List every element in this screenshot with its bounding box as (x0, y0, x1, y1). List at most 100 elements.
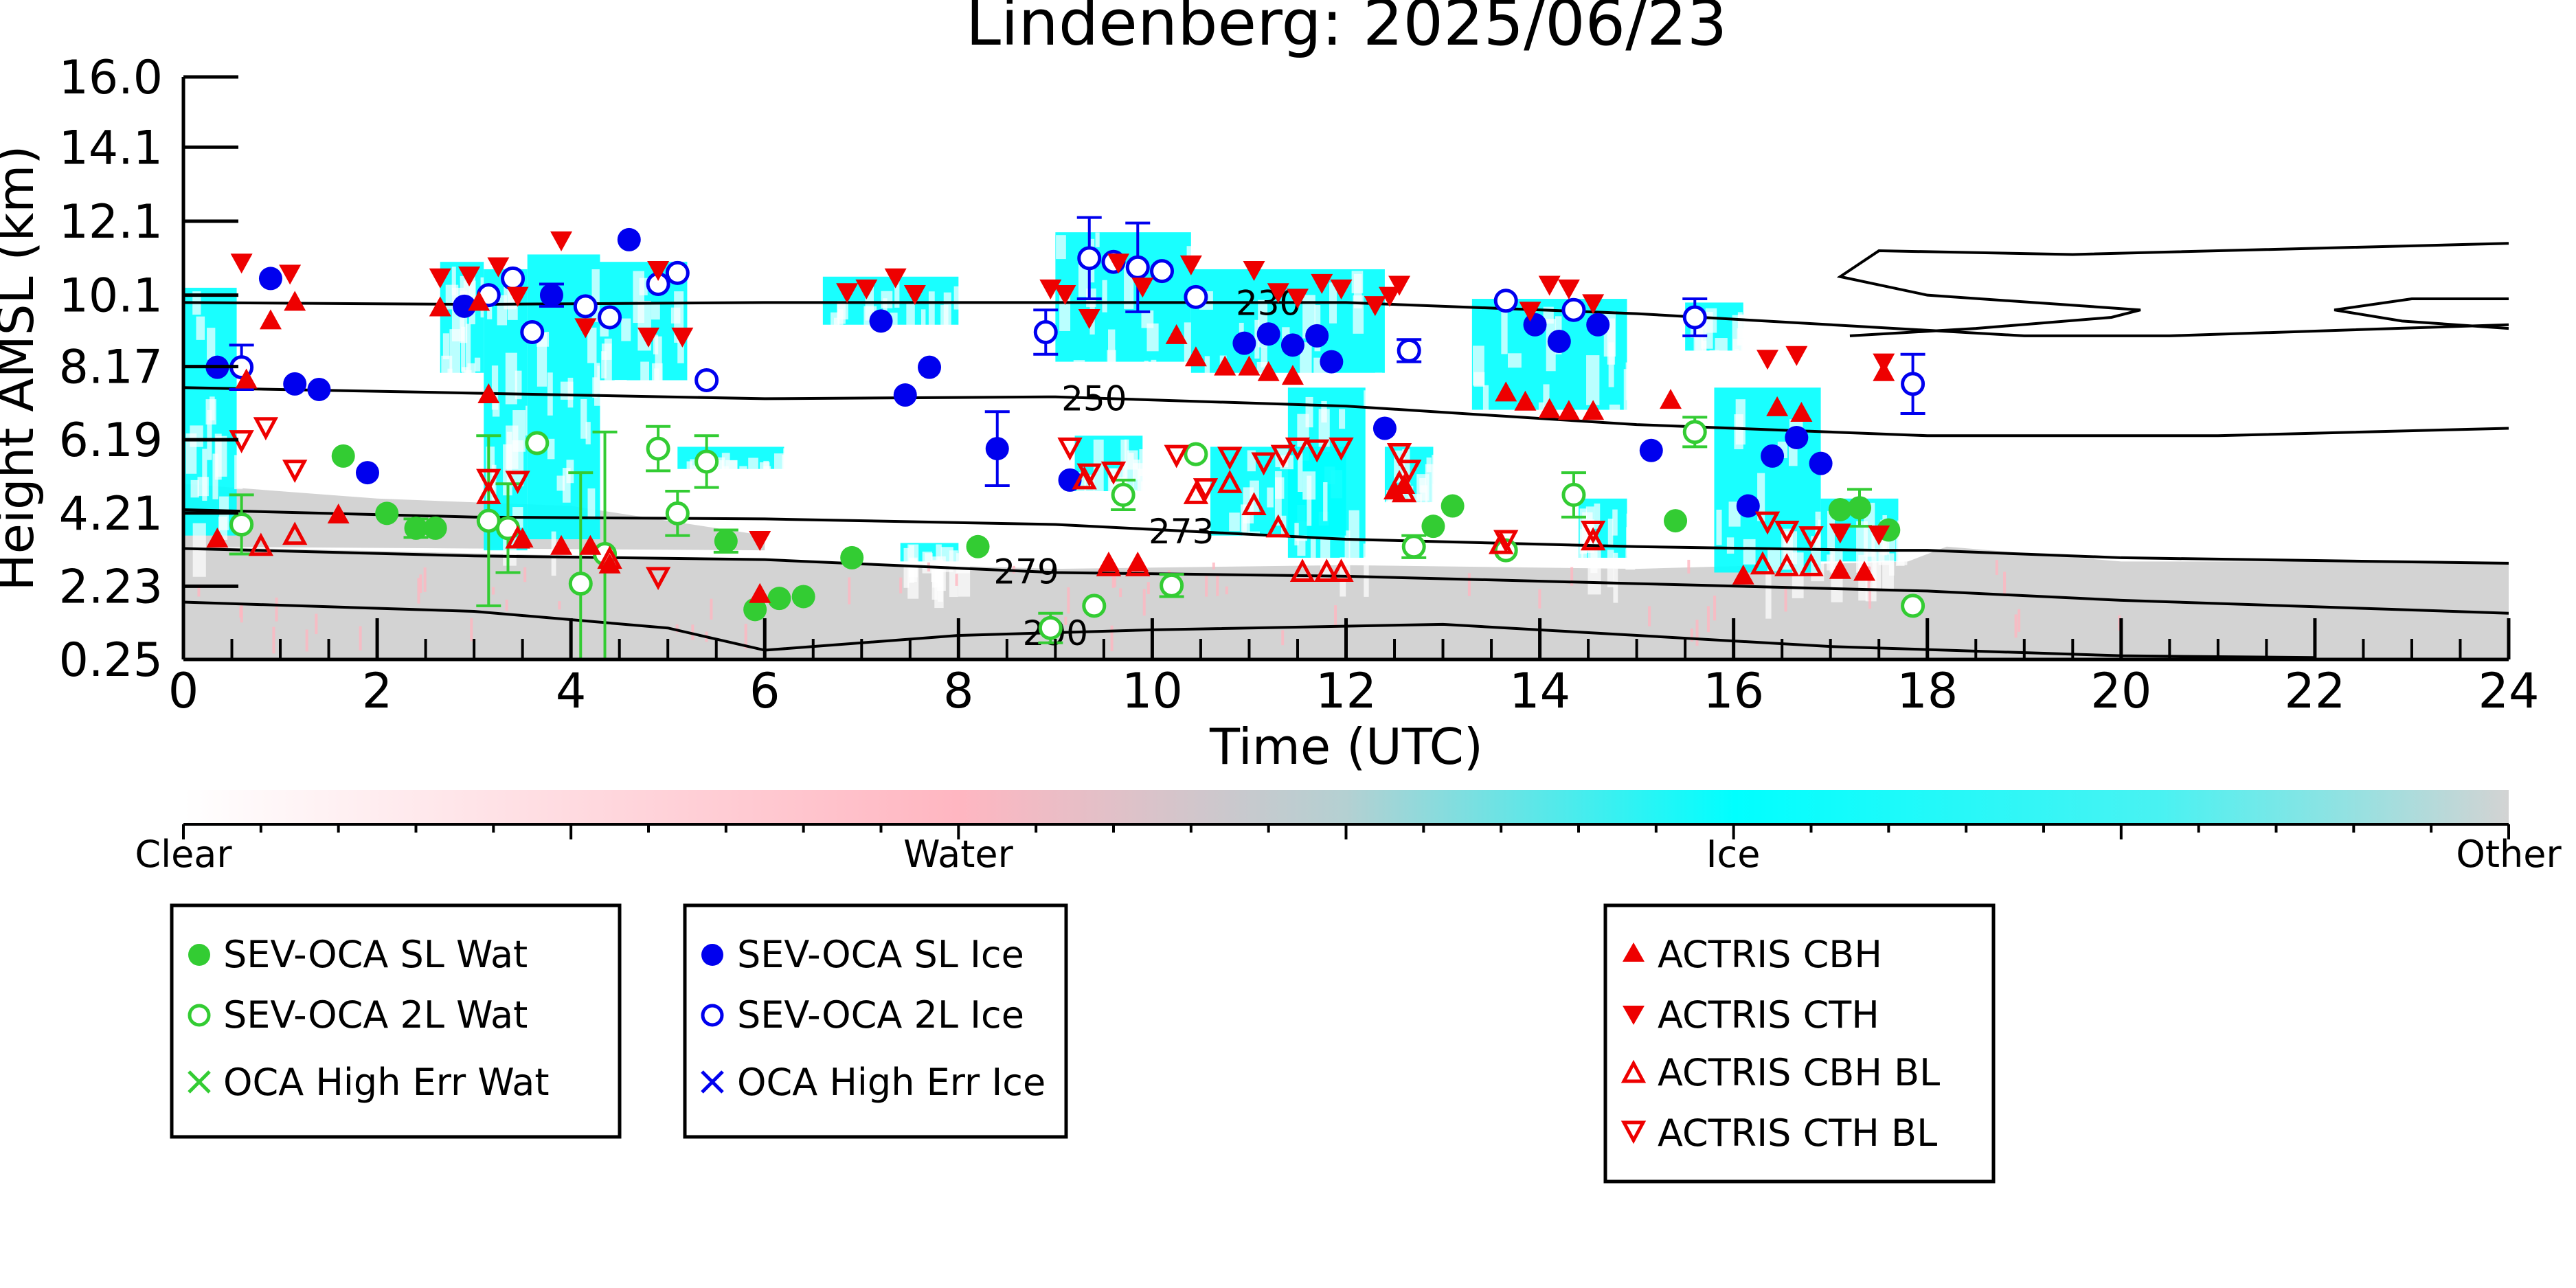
water-texture (744, 624, 747, 649)
data-point (1193, 478, 1219, 501)
legend-label-sl-ice: SEV-OCA SL Ice (737, 933, 1024, 976)
ice-texture (1702, 341, 1707, 383)
x-tick-label: 24 (2478, 663, 2539, 719)
water-texture (1205, 574, 1208, 597)
legend-label-2l-ice: SEV-OCA 2L Ice (737, 993, 1024, 1037)
colorbar-gradient (183, 790, 2509, 824)
data-point (248, 532, 274, 556)
ice-texture (1305, 396, 1313, 428)
data-point (1125, 255, 1150, 280)
data-point (1289, 558, 1315, 582)
data-point (749, 531, 771, 552)
data-point (884, 268, 907, 289)
chart-title: Lindenberg: 2025/06/23 (966, 0, 1728, 60)
ice-texture (441, 355, 453, 398)
x-tick-label: 20 (2090, 663, 2151, 719)
ice-texture (730, 460, 738, 500)
ice-texture (604, 338, 612, 393)
data-point (550, 231, 573, 251)
water-texture (1648, 606, 1651, 626)
data-point (1267, 283, 1289, 304)
ice-texture (1302, 471, 1316, 500)
ice-texture (1323, 482, 1328, 521)
data-point (966, 534, 990, 558)
data-point (1280, 333, 1304, 357)
ice-texture (925, 553, 933, 568)
data-point (1232, 331, 1256, 355)
data-point (307, 377, 331, 401)
ice-texture (921, 309, 926, 344)
ice-texture (838, 308, 844, 340)
data-point (468, 291, 490, 311)
ice-texture (1882, 560, 1894, 591)
contour-230 (183, 301, 2509, 337)
ice-texture (894, 279, 900, 308)
ice-texture (536, 332, 547, 387)
data-point (645, 567, 671, 591)
contour-label-273: 273 (1149, 512, 1214, 552)
data-point (1401, 534, 1426, 559)
data-point (1265, 514, 1291, 538)
ice-texture (1508, 353, 1522, 368)
data-point (749, 583, 771, 603)
data-point (646, 436, 670, 461)
data-point (258, 267, 282, 291)
ice-texture (881, 291, 893, 308)
legend-label-cbh-bl: ACTRIS CBH BL (1658, 1051, 1940, 1094)
data-point (1388, 275, 1411, 296)
water-texture (675, 624, 679, 633)
data-point (1582, 294, 1605, 315)
data-point (505, 471, 530, 495)
x-tick-label: 18 (1897, 663, 1958, 719)
water-texture (2014, 614, 2018, 638)
data-point (230, 253, 253, 274)
legend-actris: ACTRIS CBH ACTRIS CTH ACTRIS CBH BL ACTR… (1603, 903, 1996, 1184)
data-point (869, 309, 893, 333)
ice-texture (1275, 477, 1285, 499)
data-point (1077, 246, 1102, 271)
legend-ice: SEV-OCA SL Ice SEV-OCA 2L Ice OCA High E… (683, 903, 1068, 1139)
contour-250 (183, 386, 2509, 438)
data-point (1304, 439, 1330, 463)
ice-texture (1241, 504, 1247, 532)
ice-texture (1353, 273, 1362, 309)
water-texture (1570, 567, 1574, 586)
ice-texture (556, 475, 565, 491)
y-tick-label: 4.21 (59, 487, 163, 541)
data-point (1314, 558, 1340, 582)
ice-texture (1248, 531, 1260, 566)
water-texture (1114, 573, 1117, 587)
y-tick-label: 2.23 (59, 560, 163, 614)
ice-texture (215, 436, 227, 477)
ice-texture (1388, 499, 1396, 534)
ice-texture (1363, 543, 1376, 561)
water-texture (1713, 596, 1717, 621)
data-point (1440, 494, 1465, 518)
data-point (487, 257, 510, 278)
data-point (665, 260, 690, 285)
x-tick-label: 2 (362, 663, 393, 719)
data-point (1033, 320, 1058, 345)
ice-texture (1586, 355, 1600, 405)
ice-texture (567, 377, 574, 408)
data-point (206, 528, 229, 548)
data-point (1378, 286, 1401, 307)
legend-marker-cbh (1623, 942, 1645, 962)
series-actris-cbh-bl (248, 466, 1824, 582)
data-point (714, 529, 738, 553)
ice-texture (1375, 372, 1383, 400)
data-point (1397, 338, 1421, 363)
data-point (743, 598, 767, 622)
ice-texture (1473, 372, 1485, 387)
ice-texture (940, 304, 949, 352)
ice-texture (1827, 554, 1833, 571)
data-point (1798, 526, 1824, 550)
data-point (453, 294, 477, 318)
ice-texture (1735, 349, 1739, 402)
ice-texture (1298, 452, 1303, 492)
data-point (1639, 438, 1663, 462)
series-actris-cbh (206, 291, 1895, 603)
ice-texture (903, 547, 909, 588)
data-point (1256, 322, 1280, 346)
